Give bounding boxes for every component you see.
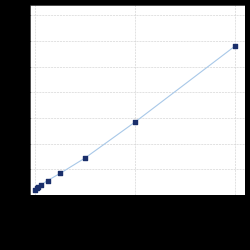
Point <box>133 120 137 124</box>
Point <box>34 186 38 190</box>
Point <box>58 172 62 175</box>
Point <box>36 185 40 189</box>
Point <box>46 178 50 182</box>
Point <box>233 44 237 48</box>
Y-axis label: OD: OD <box>8 96 13 104</box>
X-axis label: Human Chromosome 14 Open Reading Frame 102 (C14orf102)
Concentration (ng/ml): Human Chromosome 14 Open Reading Frame 1… <box>54 208 221 219</box>
Point <box>33 188 37 192</box>
Point <box>39 183 43 187</box>
Point <box>83 156 87 160</box>
